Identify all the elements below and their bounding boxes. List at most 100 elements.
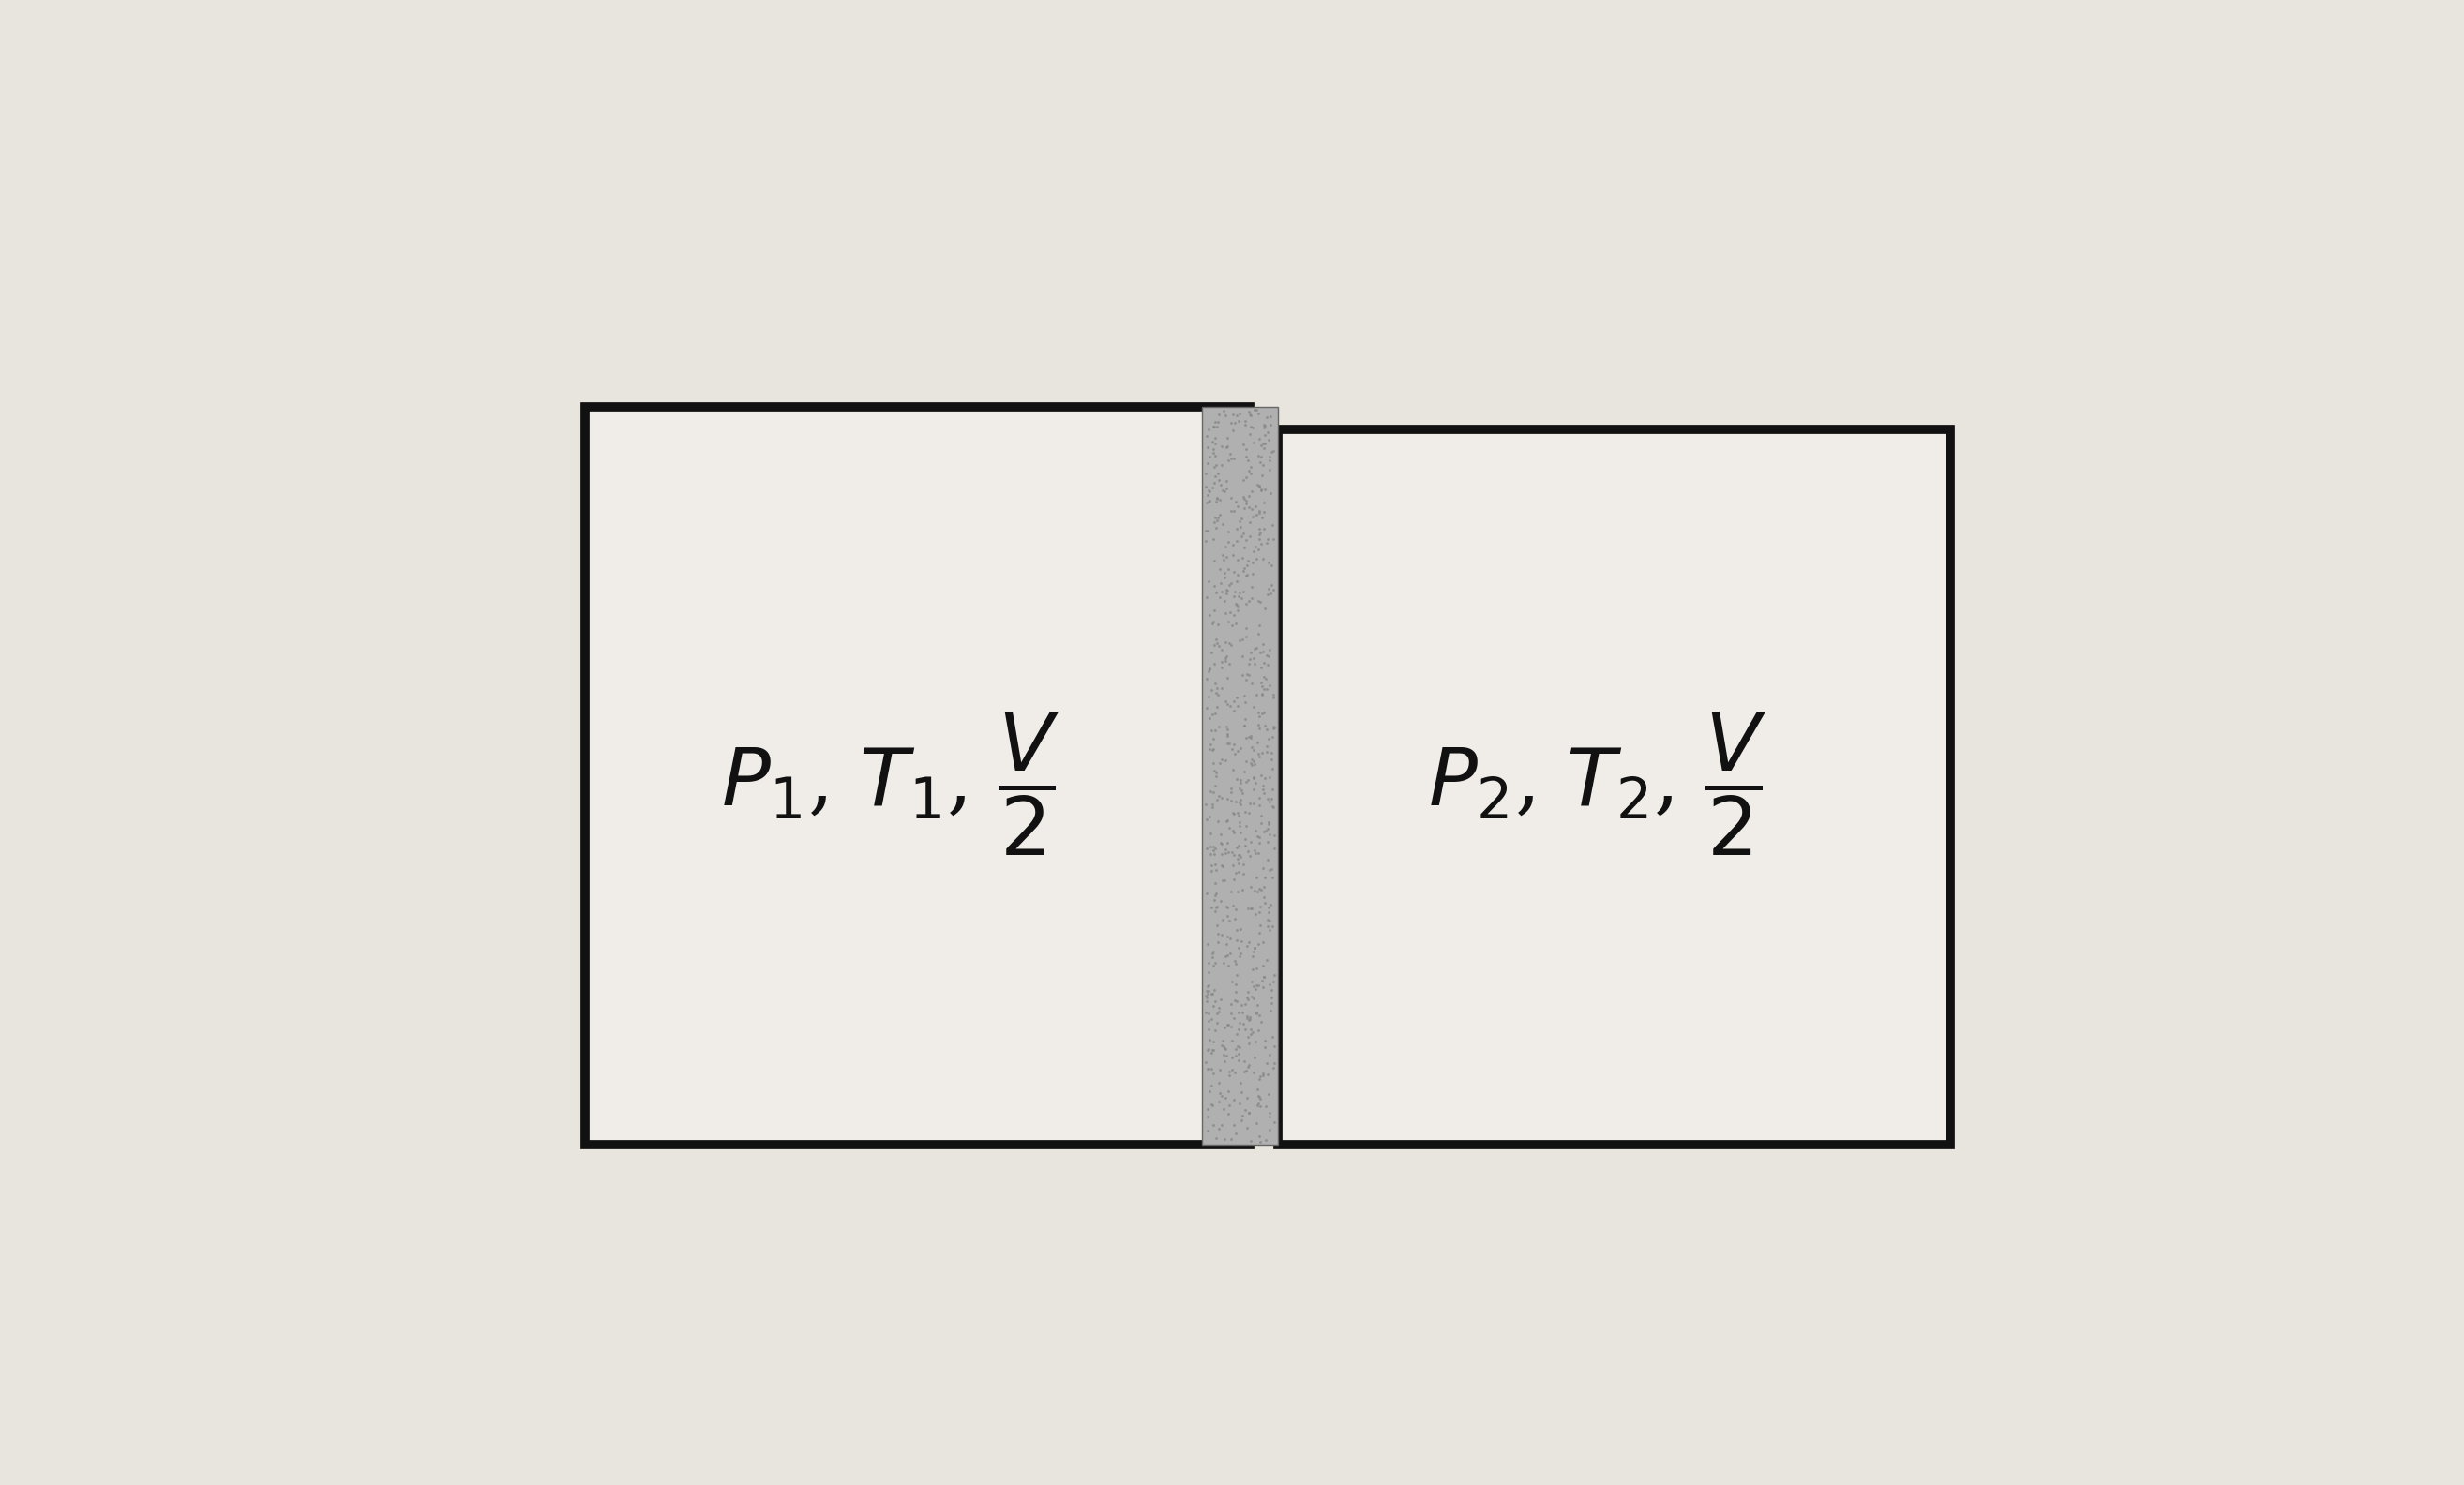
Point — [1234, 936, 1274, 959]
Point — [1232, 575, 1271, 598]
Point — [1249, 909, 1289, 933]
Point — [1188, 585, 1227, 609]
Point — [1188, 952, 1227, 976]
Point — [1215, 603, 1254, 627]
Point — [1244, 891, 1284, 915]
Point — [1249, 817, 1289, 841]
Point — [1207, 477, 1247, 500]
Point — [1247, 830, 1286, 854]
Point — [1190, 821, 1230, 845]
Point — [1217, 693, 1257, 717]
Point — [1195, 701, 1234, 725]
Point — [1217, 529, 1257, 552]
Point — [1212, 737, 1252, 760]
Point — [1205, 950, 1244, 974]
Point — [1252, 787, 1291, 811]
Point — [1249, 459, 1289, 483]
Point — [1205, 649, 1244, 673]
Point — [1232, 587, 1271, 610]
Point — [1244, 965, 1284, 989]
Point — [1244, 777, 1284, 800]
Point — [1215, 1060, 1254, 1084]
Point — [1225, 1097, 1264, 1121]
Point — [1210, 1093, 1249, 1117]
Point — [1193, 1038, 1232, 1062]
Point — [1249, 637, 1289, 661]
Point — [1239, 894, 1279, 918]
Point — [1239, 590, 1279, 613]
Point — [1252, 986, 1291, 1010]
Point — [1254, 716, 1294, 740]
Point — [1188, 1057, 1227, 1081]
Point — [1237, 973, 1276, 996]
Point — [1222, 662, 1262, 686]
Point — [1254, 1111, 1294, 1135]
Point — [1222, 930, 1262, 953]
Point — [1252, 992, 1291, 1016]
Point — [1210, 909, 1249, 933]
Point — [1222, 845, 1262, 869]
Point — [1205, 1037, 1244, 1060]
Point — [1227, 448, 1266, 472]
Point — [1195, 671, 1234, 695]
Point — [1247, 527, 1286, 551]
Point — [1215, 689, 1254, 713]
Point — [1237, 636, 1276, 659]
Point — [1207, 841, 1247, 864]
Point — [1212, 1045, 1252, 1069]
Point — [1225, 536, 1264, 560]
Point — [1232, 456, 1271, 480]
Point — [1234, 792, 1274, 815]
Point — [1207, 545, 1247, 569]
Point — [1225, 714, 1264, 738]
Point — [1210, 573, 1249, 597]
Point — [1249, 895, 1289, 919]
Point — [1212, 572, 1252, 595]
Point — [1207, 832, 1247, 855]
Point — [1188, 1118, 1227, 1142]
Point — [1215, 698, 1254, 722]
Point — [1200, 1117, 1239, 1140]
Point — [1193, 679, 1232, 702]
Point — [1254, 823, 1294, 846]
Point — [1234, 1060, 1274, 1084]
Point — [1244, 713, 1284, 737]
Point — [1222, 778, 1262, 802]
Point — [1220, 787, 1259, 811]
Point — [1230, 402, 1269, 426]
Point — [1239, 701, 1279, 725]
Point — [1215, 732, 1254, 756]
Point — [1205, 838, 1244, 861]
Point — [1230, 802, 1269, 826]
Point — [1217, 989, 1257, 1013]
Point — [1244, 965, 1284, 989]
Point — [1212, 1002, 1252, 1026]
Point — [1190, 656, 1230, 680]
Point — [1247, 734, 1286, 757]
Point — [1190, 444, 1230, 468]
Point — [1205, 402, 1244, 426]
Point — [1249, 444, 1289, 468]
Point — [1227, 726, 1266, 750]
Point — [1193, 737, 1232, 760]
Point — [1215, 584, 1254, 607]
Point — [1220, 581, 1259, 604]
Point — [1244, 453, 1284, 477]
Point — [1227, 750, 1266, 774]
Point — [1200, 1071, 1239, 1094]
Point — [1212, 841, 1252, 864]
Point — [1237, 622, 1276, 646]
Point — [1237, 546, 1276, 570]
Point — [1230, 590, 1269, 613]
Point — [1232, 753, 1271, 777]
Point — [1207, 723, 1247, 747]
Point — [1249, 549, 1289, 573]
Point — [1220, 790, 1259, 814]
Point — [1237, 866, 1276, 890]
Point — [1230, 792, 1269, 815]
Point — [1242, 520, 1281, 544]
Point — [1190, 980, 1230, 1004]
Point — [1239, 499, 1279, 523]
Point — [1195, 993, 1234, 1017]
Point — [1239, 428, 1279, 451]
